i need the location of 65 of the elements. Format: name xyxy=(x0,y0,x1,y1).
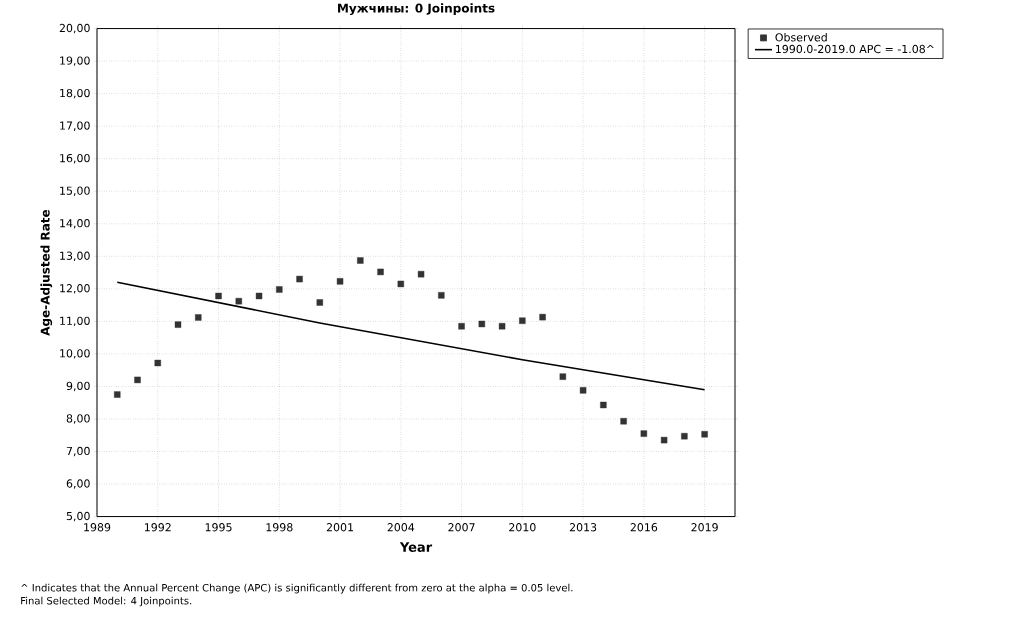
text: Final Selected Model: 4 Joinpoints. xyxy=(21,596,192,607)
point xyxy=(134,376,141,384)
y-tick-label: 8,00 xyxy=(66,414,90,424)
point xyxy=(458,323,465,330)
y-tick-label: 14,00 xyxy=(60,219,90,229)
y-tick-label: 7,00 xyxy=(66,447,90,457)
y-tick-label: 12,00 xyxy=(60,284,90,294)
y-tick-label: 6,00 xyxy=(66,479,90,489)
point xyxy=(397,280,405,288)
point xyxy=(357,257,364,264)
y-tick-label: 20,00 xyxy=(59,24,90,34)
x-tick-label: 2013 xyxy=(569,523,597,532)
point xyxy=(660,437,668,444)
point xyxy=(215,293,222,300)
point xyxy=(620,418,627,425)
y-tick-label: 9,00 xyxy=(66,381,90,392)
point xyxy=(154,360,161,367)
point xyxy=(519,317,526,325)
text: ^ Indicates that the Annual Percent Change (APC) is significantly different from zero at the alpha = 0.05 level. xyxy=(21,583,573,594)
point xyxy=(174,321,182,329)
point xyxy=(701,431,708,438)
y-tick-label: 16,00 xyxy=(60,154,90,164)
y-axis-title: Age-Adjusted Rate xyxy=(40,210,53,336)
y-tick-label: 18,00 xyxy=(60,89,90,99)
legend-label: 1990.0-2019.0 APC = -1.08^ xyxy=(776,45,934,54)
x-tick-label: 1998 xyxy=(266,523,293,532)
legend-label: Observed xyxy=(775,33,827,42)
point xyxy=(478,320,486,328)
line-series xyxy=(116,281,706,391)
point xyxy=(600,402,607,409)
x-tick-label: 2019 xyxy=(691,523,718,532)
x-tick-label: 1992 xyxy=(144,523,171,532)
point xyxy=(377,268,384,276)
y-tick-label: 10,00 xyxy=(60,349,90,359)
point xyxy=(498,323,506,330)
x-tick-label: 2001 xyxy=(326,523,354,532)
point xyxy=(195,314,202,321)
chart-title: Мужчины: 0 Joinpoints xyxy=(338,3,495,16)
point xyxy=(539,314,546,321)
x-tick-label: 2016 xyxy=(630,523,658,532)
point xyxy=(438,292,445,299)
point xyxy=(559,373,567,381)
point xyxy=(235,298,242,305)
point xyxy=(579,387,587,394)
x-tick-label: 1989 xyxy=(84,523,111,532)
y-tick-label: 17,00 xyxy=(60,121,90,132)
point xyxy=(114,391,121,398)
point xyxy=(276,286,283,293)
point xyxy=(640,430,648,438)
y-tick-label: 11,00 xyxy=(60,316,90,327)
x-tick-label: 1995 xyxy=(205,523,232,532)
point xyxy=(316,299,323,306)
x-tick-label: 2010 xyxy=(509,523,536,532)
point xyxy=(681,433,688,440)
y-tick-label: 15,00 xyxy=(60,186,90,197)
y-tick-label: 19,00 xyxy=(60,56,90,67)
x-axis-title: Year xyxy=(399,542,433,553)
x-tick-label: 2004 xyxy=(387,523,415,532)
y-tick-label: 5,00 xyxy=(66,512,90,522)
y-tick-label: 13,00 xyxy=(60,251,90,262)
point xyxy=(296,276,303,283)
x-tick-label: 2007 xyxy=(448,523,475,532)
point xyxy=(255,293,263,300)
point xyxy=(417,271,425,278)
point xyxy=(336,278,344,285)
